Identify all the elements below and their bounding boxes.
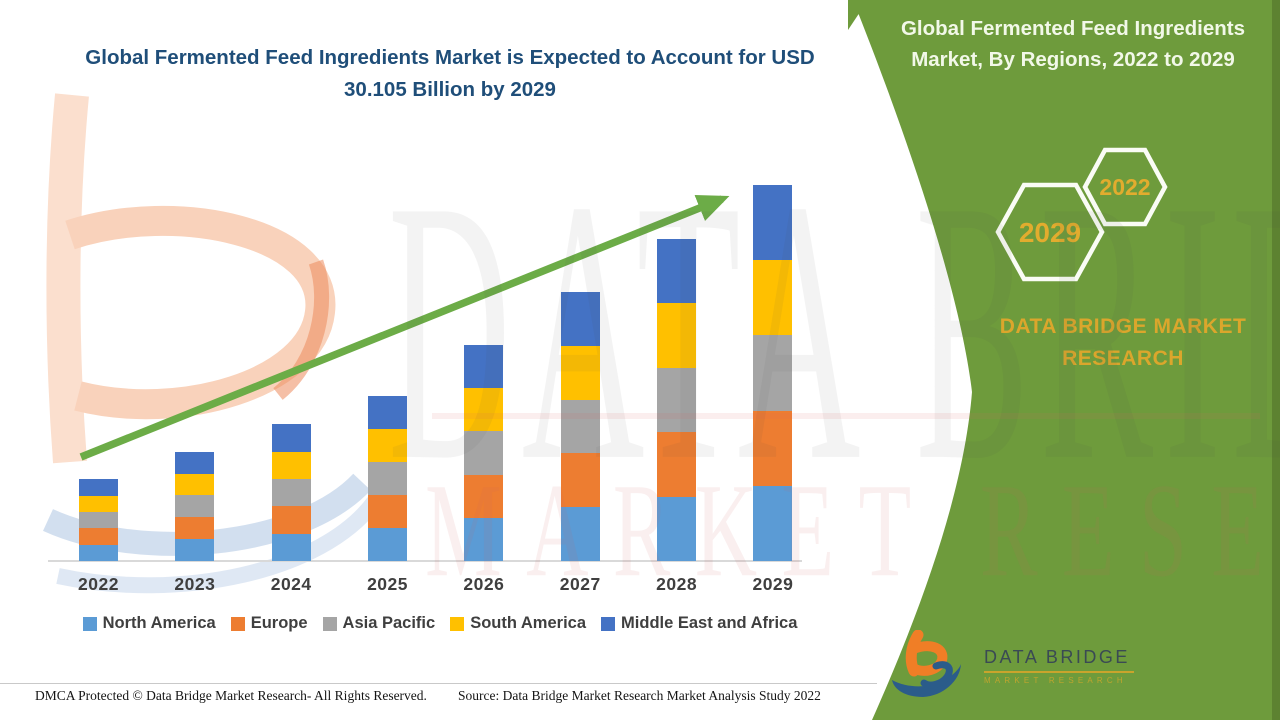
legend-item-europe: Europe: [230, 614, 308, 633]
x-axis-label-2027: 2027: [559, 574, 601, 594]
legend-swatch-icon: [82, 616, 97, 631]
x-axis-line: [48, 560, 802, 562]
legend-label: Asia Pacific: [342, 614, 436, 632]
legend-swatch-icon: [230, 616, 245, 631]
bar-segment-2029-middle-east-and-africa: [753, 185, 793, 261]
chart-title: Global Fermented Feed Ingredients Market…: [85, 46, 815, 101]
bar-segment-2025-asia-pacific: [368, 462, 408, 496]
legend-item-middle-east-and-africa: Middle East and Africa: [601, 614, 797, 633]
bar-segment-2029-europe: [753, 410, 793, 486]
x-axis-label-2029: 2029: [752, 574, 794, 594]
footer-divider: [0, 683, 877, 684]
legend-label: Europe: [250, 614, 308, 632]
bar-segment-2029-south-america: [753, 260, 793, 336]
right-edge-strip: [1272, 0, 1280, 720]
legend-swatch-icon: [322, 616, 337, 631]
legend-item-north-america: North America: [82, 614, 216, 633]
bar-segment-2028-north-america: [657, 496, 697, 561]
legend-swatch-icon: [450, 616, 465, 631]
legend-label: South America: [470, 614, 587, 632]
bar-segment-2029-asia-pacific: [753, 335, 793, 411]
legend-swatch-icon: [601, 616, 616, 631]
green-corner-triangle: [848, 0, 868, 30]
x-axis-label-2028: 2028: [656, 574, 698, 594]
green-panel-shape: [853, 0, 1280, 720]
chart-legend: North America Europe Asia Pacific South Ame…: [40, 614, 840, 633]
dmca-notice: DMCA Protected © Data Bridge Market Rese…: [35, 688, 427, 703]
legend-label: Middle East and Africa: [621, 614, 798, 632]
bar-segment-2026-north-america: [464, 517, 504, 561]
x-axis-label-2026: 2026: [463, 574, 505, 594]
source-note: Source: Data Bridge Market Research Mark…: [458, 688, 821, 703]
bar-segment-2027-europe: [560, 453, 600, 508]
bar-segment-2026-europe: [464, 474, 504, 518]
legend-item-asia-pacific: Asia Pacific: [322, 614, 436, 633]
legend-item-south-america: South America: [450, 614, 586, 633]
bar-segment-2027-north-america: [560, 507, 600, 561]
bar-segment-2029-north-america: [753, 485, 793, 561]
legend-label: North America: [102, 614, 216, 632]
